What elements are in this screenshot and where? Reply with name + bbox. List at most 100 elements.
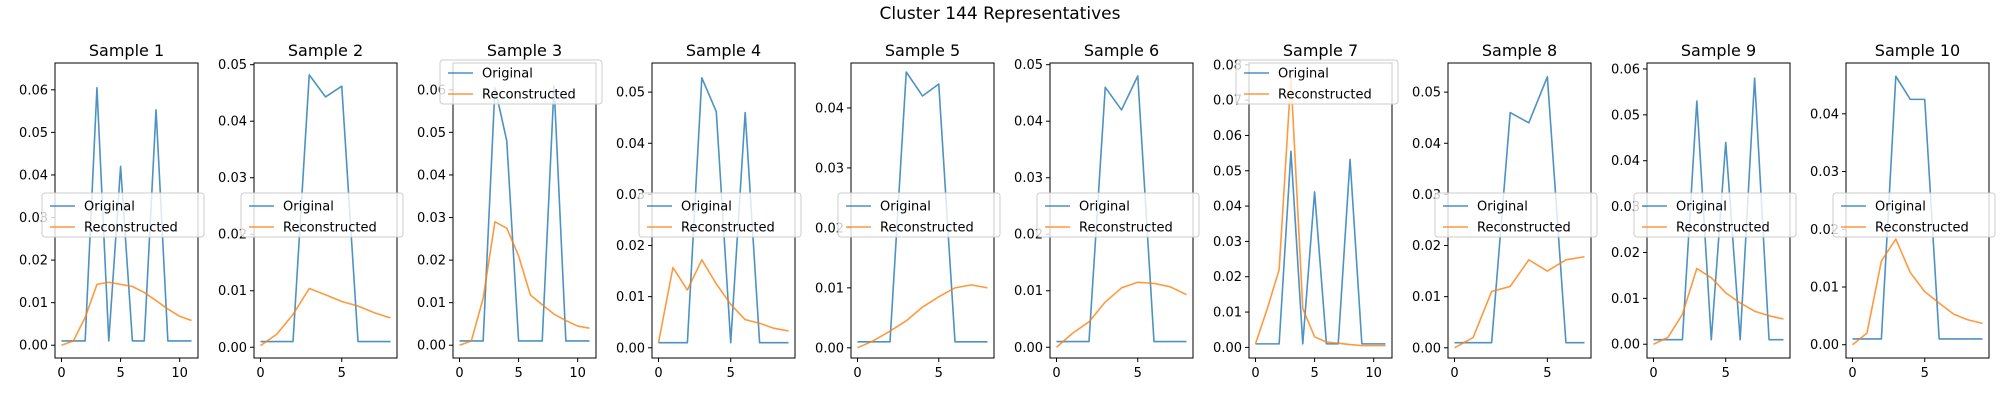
series-line-reconstructed (61, 281, 192, 346)
x-tick-label: 0 (57, 366, 65, 381)
y-tick-label: 0.03 (19, 211, 48, 226)
legend-box (638, 192, 802, 238)
series-line-original (1255, 150, 1386, 345)
y-tick-label: 0.04 (616, 137, 645, 152)
y-tick-label: 0.03 (1213, 235, 1242, 250)
legend: Original Reconstructed (1633, 192, 1797, 238)
y-tick-label: 0.05 (218, 58, 247, 73)
subplot-3: 0.00 0.01 0.02 0.03 0.04 0.05 0.06 0 5 10 Sample 3… (417, 41, 603, 381)
subplot-title: Sample 9 (1681, 41, 1756, 60)
series-line-reconstructed (1653, 267, 1784, 345)
y-tick-label: 0.03 (1611, 200, 1640, 215)
subplot-title: Sample 8 (1482, 41, 1557, 60)
y-tick-label: 0.05 (417, 126, 446, 141)
subplot-1: 0.00 0.01 0.02 0.03 0.04 0.05 0.06 0 5 10 Sample 1… (19, 41, 205, 381)
subplot-title: Sample 3 (487, 41, 562, 60)
y-tick-label: 0.03 (616, 188, 645, 203)
legend-label-reconstructed: Reconstructed (1477, 221, 1571, 236)
subplot-title: Sample 7 (1283, 41, 1358, 60)
subplot-10: 0.00 0.01 0.02 0.03 0.04 0 5 Sample 10 Original R… (1810, 41, 1996, 381)
y-tick-label: 0.02 (417, 254, 446, 269)
y-tick-label: 0.04 (218, 115, 247, 130)
series-line-reconstructed (1852, 238, 1983, 346)
y-tick-label: 0.04 (19, 168, 48, 183)
x-tick-label: 0 (256, 366, 264, 381)
series-line-original (1056, 75, 1187, 343)
y-tick-label: 0.02 (616, 239, 645, 254)
x-tick-label: 10 (171, 366, 188, 381)
legend: Original Reconstructed (41, 192, 205, 238)
y-tick-label: 0.08 (1213, 58, 1242, 73)
y-tick-label: 0.02 (1412, 239, 1441, 254)
legend-box (1633, 192, 1797, 238)
x-tick-label: 5 (338, 366, 346, 381)
legend-label-reconstructed: Reconstructed (880, 221, 974, 236)
legend-box (240, 192, 404, 238)
legend-label-original: Original (84, 200, 135, 215)
legend-label-original: Original (482, 67, 533, 82)
y-tick-label: 0.00 (1412, 341, 1441, 356)
legend-box (1832, 192, 1996, 238)
legend-label-original: Original (1477, 200, 1528, 215)
legend-label-original: Original (1875, 200, 1926, 215)
y-tick-label: 0.04 (1014, 115, 1043, 130)
legend: Original Reconstructed (1434, 192, 1598, 238)
y-tick-label: 0.00 (1014, 341, 1043, 356)
y-tick-label: 0.00 (19, 339, 48, 354)
y-tick-label: 0.06 (1213, 129, 1242, 144)
plot-area (1249, 63, 1392, 358)
legend-label-original: Original (283, 200, 334, 215)
x-tick-label: 5 (1310, 366, 1318, 381)
legend-label-original: Original (681, 200, 732, 215)
legend-label-reconstructed: Reconstructed (283, 221, 377, 236)
x-tick-label: 10 (1365, 366, 1382, 381)
subplot-title: Sample 4 (686, 41, 761, 60)
y-tick-label: 0.03 (1810, 165, 1839, 180)
series-line-original (857, 71, 988, 343)
legend-label-original: Original (1079, 200, 1130, 215)
y-tick-label: 0.06 (417, 83, 446, 98)
subplot-5: 0.00 0.01 0.02 0.03 0.04 0 5 Sample 5 Original Re… (815, 41, 1001, 381)
y-tick-label: 0.04 (1213, 200, 1242, 215)
legend-label-original: Original (880, 200, 931, 215)
x-tick-label: 0 (1848, 366, 1856, 381)
plot-area (453, 63, 596, 358)
series-line-reconstructed (857, 284, 988, 349)
y-tick-label: 0.05 (616, 86, 645, 101)
x-tick-label: 5 (727, 366, 735, 381)
legend: Original Reconstructed (1832, 192, 1996, 238)
y-tick-label: 0.00 (616, 341, 645, 356)
y-tick-label: 0.02 (1014, 228, 1043, 243)
y-tick-label: 0.05 (1412, 86, 1441, 101)
subplot-6: 0.00 0.01 0.02 0.03 0.04 0.05 0 5 Sample 6 Origin… (1014, 41, 1200, 381)
legend-box (1036, 192, 1200, 238)
series-line-reconstructed (1055, 281, 1187, 348)
x-tick-label: 0 (1052, 366, 1060, 381)
y-tick-label: 0.04 (1412, 137, 1441, 152)
x-tick-label: 5 (1722, 366, 1730, 381)
y-tick-label: 0.05 (1611, 108, 1640, 123)
legend-box (1434, 192, 1598, 238)
series-line-reconstructed (459, 220, 590, 346)
y-tick-label: 0.01 (417, 296, 446, 311)
series-line-reconstructed (260, 287, 391, 347)
y-tick-label: 0.03 (1014, 171, 1043, 186)
x-tick-label: 5 (514, 366, 522, 381)
legend-label-reconstructed: Reconstructed (1079, 221, 1173, 236)
x-tick-label: 0 (1450, 366, 1458, 381)
y-tick-label: 0.00 (218, 341, 247, 356)
y-tick-label: 0.04 (1810, 107, 1839, 122)
y-tick-label: 0.00 (815, 341, 844, 356)
subplot-title: Sample 10 (1875, 41, 1960, 60)
legend-label-reconstructed: Reconstructed (1278, 88, 1372, 103)
figure-title: Cluster 144 Representatives (879, 4, 1121, 24)
legend-label-reconstructed: Reconstructed (1676, 221, 1770, 236)
x-tick-label: 5 (1543, 366, 1551, 381)
y-tick-label: 0.01 (815, 281, 844, 296)
x-tick-label: 10 (569, 366, 586, 381)
y-tick-label: 0.03 (218, 171, 247, 186)
series-line-original (260, 74, 391, 343)
x-tick-label: 0 (455, 366, 463, 381)
